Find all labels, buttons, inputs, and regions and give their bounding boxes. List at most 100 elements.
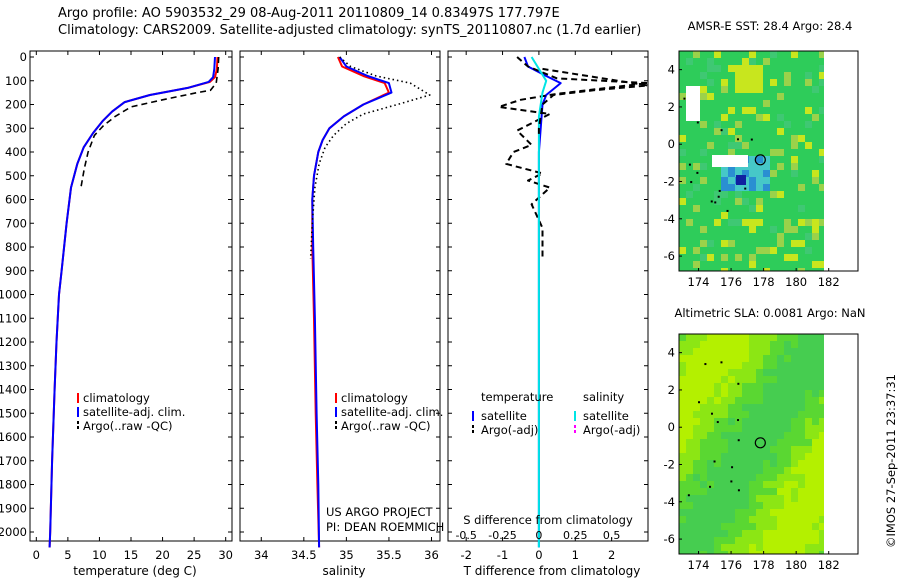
map-cell [770,212,777,219]
map-cell [742,544,749,551]
map-cell [742,481,749,488]
map-cell [812,233,819,240]
map-cell [798,226,805,233]
map-cell [735,390,742,397]
map-cell [721,383,728,390]
map-cell [714,121,721,128]
map-cell [693,481,700,488]
map-cell [798,446,805,453]
x-tick-label: 35 [339,548,354,562]
map-cell [812,390,819,397]
map-cell [756,341,763,348]
map-cell [784,397,791,404]
map-cell [679,369,686,376]
map-cell [693,191,700,198]
map-cell [784,86,791,93]
series-line-temperature-1 [48,56,216,548]
map-cell [721,142,728,149]
map-cell [812,121,819,128]
map-cell [693,530,700,537]
map-cell [798,474,805,481]
map-cell [819,170,824,177]
map-cell [791,212,798,219]
map-cell [728,362,735,369]
map-cell [798,205,805,212]
map-cell [763,341,770,348]
map-cell [763,439,770,446]
map-cell [735,254,742,261]
map-cell [721,418,728,425]
map-cell [728,107,735,114]
map-cell [770,502,777,509]
map-cell [763,79,770,86]
map-cell [679,376,686,383]
map-cell [812,537,819,544]
map-cell [756,537,763,544]
map-cell [749,219,756,226]
map-y-tick-label: -4 [664,495,675,509]
map-cell [777,481,784,488]
map-cell [749,254,756,261]
map-cell [707,121,714,128]
map-cell [721,177,728,184]
map-cell [686,93,693,100]
map-cell [700,390,707,397]
map-cell [756,212,763,219]
map-cell [812,446,819,453]
map-island [716,421,719,424]
map-cell [742,355,749,362]
map-cell [819,254,824,261]
map-cell [805,163,812,170]
map-cell [714,348,721,355]
map-cell [735,376,742,383]
map-cell [742,268,749,271]
map-cell [777,467,784,474]
map-cell [721,261,728,268]
map-cell [819,418,824,425]
map-cell [728,100,735,107]
map-cell [770,240,777,247]
map-cell [756,383,763,390]
map-cell [812,481,819,488]
map-cell [798,418,805,425]
map-cell [707,516,714,523]
map-cell [798,135,805,142]
map-cell [756,65,763,72]
map-cell [791,79,798,86]
map-cell [756,261,763,268]
map-cell [707,355,714,362]
map-cell [679,107,686,114]
map-cell [791,51,798,58]
map-cell [679,254,686,261]
map-cell [756,411,763,418]
map-cell [735,481,742,488]
map-cell [812,425,819,432]
map-cell [777,261,784,268]
map-cell [679,467,686,474]
map-cell [679,177,686,184]
map-cell [819,446,824,453]
map-cell [819,425,824,432]
map-cell [791,219,798,226]
map-cell [812,404,819,411]
map-x-tick-label: 182 [818,275,840,289]
map-cell [693,397,700,404]
map-cell [707,551,714,554]
map-cell [728,72,735,79]
map-cell [749,418,756,425]
map-cell [686,446,693,453]
map-cell [749,390,756,397]
map-cell [763,348,770,355]
map-cell [714,233,721,240]
map-cell [812,163,819,170]
map-cell [798,348,805,355]
map-cell [686,376,693,383]
map-cell [714,205,721,212]
map-cell [777,362,784,369]
map-cell [679,65,686,72]
map-cell [805,362,812,369]
map-cell [693,369,700,376]
map-cell [791,205,798,212]
map-cell [693,219,700,226]
